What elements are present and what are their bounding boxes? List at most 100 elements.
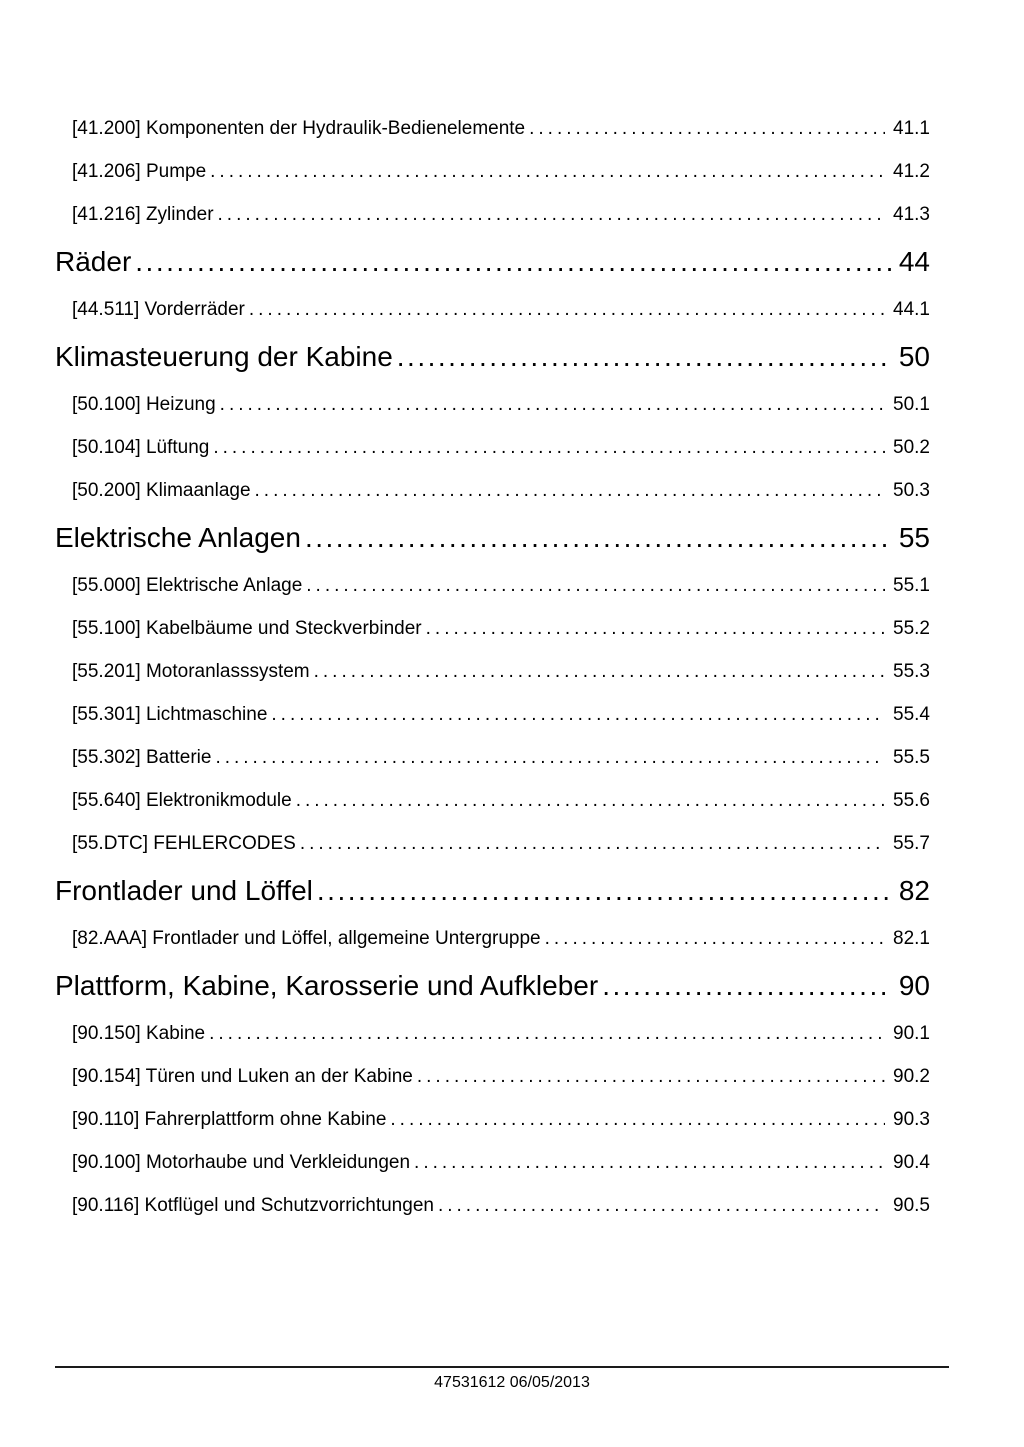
footer-publication-info: 47531612 06/05/2013 [434,1374,590,1391]
toc-entry-page: 90.1 [893,1023,930,1044]
toc-entry-page: 55.2 [893,618,930,639]
toc-entry-label: Plattform, Kabine, Karosserie und Aufkle… [55,970,599,1001]
dot-leader [529,107,885,150]
dot-leader [300,822,885,865]
toc-entry-label: Elektrische Anlagen [55,522,301,553]
toc-sub-row: [55.640] Elektronikmodule 55.6 [55,779,930,822]
toc-entry-page: 55.1 [893,575,930,596]
toc-entry-page: 55 [898,522,930,553]
toc-entry-page: 55.3 [893,661,930,682]
toc-entry-label: [44.511] Vorderräder [72,299,245,320]
toc-entry-label: Räder [55,246,132,277]
toc-entry-page: 41.1 [893,118,930,139]
toc-entry-page: 50.1 [893,394,930,415]
toc-entry-page: 55.5 [893,747,930,768]
dot-leader [426,607,885,650]
toc-entry-page: 90.4 [893,1152,930,1173]
toc-entry-label: [55.640] Elektronikmodule [72,790,292,811]
toc-entry-label: [50.104] Lüftung [72,437,210,458]
dot-leader [414,1141,885,1184]
toc-entry-label: Klimasteuerung der Kabine [55,341,393,372]
dot-leader [220,383,885,426]
dot-leader [390,1098,885,1141]
toc-entry-page: 41.3 [893,204,930,225]
dot-leader [305,512,891,564]
toc-sub-row: [50.100] Heizung 50.1 [55,383,930,426]
toc-entry-label: [41.216] Zylinder [72,204,214,225]
toc-entry-page: 55.7 [893,833,930,854]
toc-entry-label: [55.000] Elektrische Anlage [72,575,303,596]
toc-entry-label: [90.154] Türen und Luken an der Kabine [72,1066,413,1087]
toc-entry-label: [50.200] Klimaanlage [72,480,251,501]
toc-sub-row: [82.AAA] Frontlader und Löffel, allgemei… [55,917,930,960]
toc-entry-page: 82 [898,875,930,906]
toc-chapter-row: Frontlader und Löffel 82 [55,865,930,917]
dot-leader [306,564,885,607]
table-of-contents: [41.200] Komponenten der Hydraulik-Bedie… [55,107,930,1227]
toc-chapter-row: Elektrische Anlagen 55 [55,512,930,564]
toc-entry-page: 90 [898,970,930,1001]
toc-entry-page: 50.2 [893,437,930,458]
footer-divider [55,1366,949,1368]
toc-sub-row: [41.206] Pumpe 41.2 [55,150,930,193]
toc-entry-label: [55.302] Batterie [72,747,212,768]
toc-sub-row: [55.100] Kabelbäume und Steckverbinder 5… [55,607,930,650]
toc-sub-row: [90.116] Kotflügel und Schutzvorrichtung… [55,1184,930,1227]
toc-chapter-row: Klimasteuerung der Kabine 50 [55,331,930,383]
dot-leader [255,469,886,512]
dot-leader [213,426,885,469]
toc-sub-row: [41.200] Komponenten der Hydraulik-Bedie… [55,107,930,150]
toc-sub-row: [50.104] Lüftung 50.2 [55,426,930,469]
toc-entry-label: Frontlader und Löffel [55,875,313,906]
toc-sub-row: [55.DTC] FEHLERCODES 55.7 [55,822,930,865]
dot-leader [296,779,885,822]
toc-entry-label: [90.116] Kotflügel und Schutzvorrichtung… [72,1195,434,1216]
toc-entry-label: [55.DTC] FEHLERCODES [72,833,296,854]
dot-leader [135,236,891,288]
toc-sub-row: [55.302] Batterie 55.5 [55,736,930,779]
toc-sub-row: [90.100] Motorhaube und Verkleidungen 90… [55,1141,930,1184]
toc-entry-label: [41.206] Pumpe [72,161,207,182]
toc-chapter-row: Plattform, Kabine, Karosserie und Aufkle… [55,960,930,1012]
toc-sub-row: [50.200] Klimaanlage 50.3 [55,469,930,512]
toc-entry-label: [50.100] Heizung [72,394,216,415]
dot-leader [317,865,891,917]
toc-entry-label: [82.AAA] Frontlader und Löffel, allgemei… [72,928,541,949]
toc-entry-page: 90.5 [893,1195,930,1216]
toc-sub-row: [55.301] Lichtmaschine 55.4 [55,693,930,736]
dot-leader [602,960,891,1012]
toc-entry-label: [90.100] Motorhaube und Verkleidungen [72,1152,411,1173]
dot-leader [249,288,885,331]
toc-entry-label: [90.110] Fahrerplattform ohne Kabine [72,1109,387,1130]
toc-entry-page: 90.2 [893,1066,930,1087]
dot-leader [209,1012,885,1055]
toc-sub-row: [90.154] Türen und Luken an der Kabine 9… [55,1055,930,1098]
dot-leader [215,736,885,779]
toc-sub-row: [41.216] Zylinder 41.3 [55,193,930,236]
toc-entry-label: [41.200] Komponenten der Hydraulik-Bedie… [72,118,526,139]
dot-leader [271,693,885,736]
toc-entry-page: 41.2 [893,161,930,182]
toc-entry-page: 55.4 [893,704,930,725]
toc-sub-row: [55.201] Motoranlasssystem 55.3 [55,650,930,693]
toc-entry-page: 44 [898,246,930,277]
toc-entry-page: 50.3 [893,480,930,501]
toc-entry-label: [55.301] Lichtmaschine [72,704,268,725]
toc-entry-label: [55.201] Motoranlasssystem [72,661,310,682]
dot-leader [210,150,885,193]
toc-entry-label: [90.150] Kabine [72,1023,206,1044]
toc-sub-row: [90.150] Kabine 90.1 [55,1012,930,1055]
toc-entry-label: [55.100] Kabelbäume und Steckverbinder [72,618,422,639]
toc-entry-page: 50 [898,341,930,372]
dot-leader [314,650,885,693]
dot-leader [545,917,885,960]
toc-entry-page: 82.1 [893,928,930,949]
toc-entry-page: 44.1 [893,299,930,320]
toc-entry-page: 55.6 [893,790,930,811]
dot-leader [397,331,891,383]
toc-chapter-row: Räder 44 [55,236,930,288]
dot-leader [218,193,885,236]
dot-leader [438,1184,885,1227]
dot-leader [417,1055,885,1098]
